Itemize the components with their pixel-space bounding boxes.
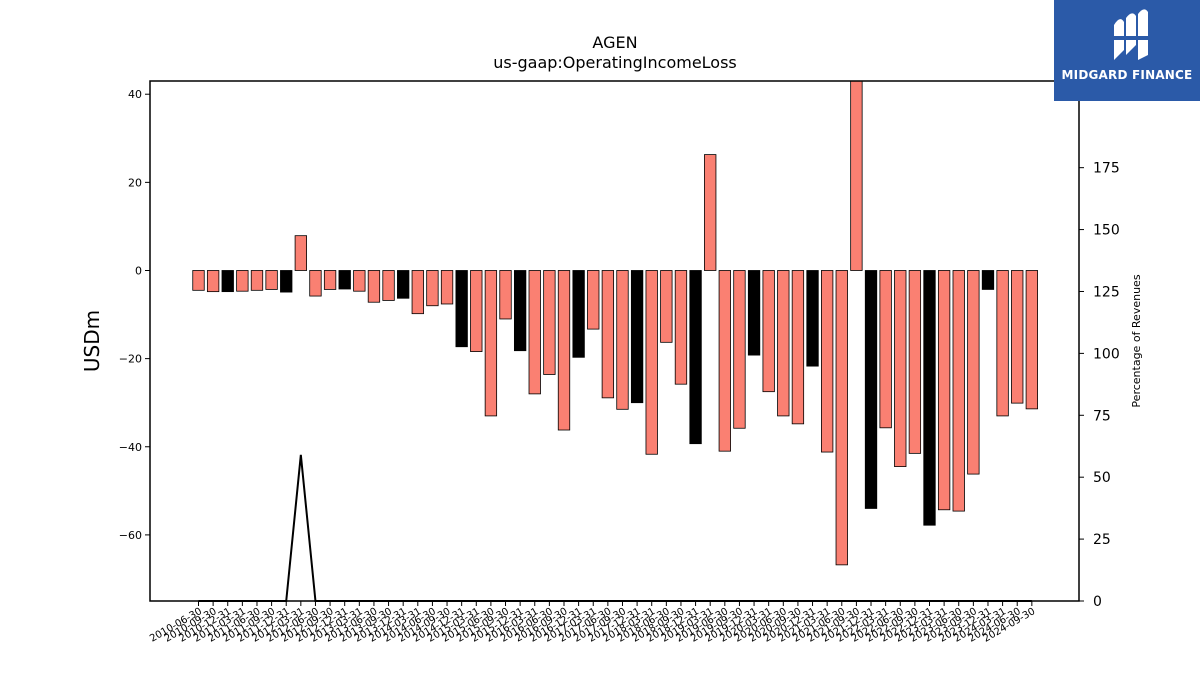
bar-2021-12-31	[864, 270, 878, 509]
bar-2017-06-30	[601, 270, 615, 399]
bar-2014-09-30	[440, 270, 454, 305]
bar-2015-03-31	[470, 270, 483, 352]
y2-axis-label: Percentage of Revenues	[1130, 274, 1143, 407]
bar-2012-03-31	[294, 235, 307, 271]
bar-2011-09-30	[265, 270, 278, 290]
bar-2018-03-31	[645, 270, 658, 455]
bar-2020-09-30	[791, 270, 805, 425]
bar-2023-03-31	[937, 270, 951, 511]
chart-subtitle: us-gaap:OperatingIncomeLoss	[493, 53, 737, 72]
bar-2011-12-31	[280, 270, 293, 293]
bar-2016-06-30	[543, 270, 556, 375]
bar-2021-06-30	[835, 270, 848, 566]
bar-2022-12-31	[923, 270, 936, 526]
bar-2022-09-30	[908, 270, 922, 454]
bar-2018-09-30	[674, 270, 688, 385]
bar-series	[192, 80, 1038, 566]
bar-2017-03-31	[587, 270, 600, 330]
bar-2012-06-30	[309, 270, 322, 297]
bar-2015-09-30	[499, 270, 512, 320]
bar-2022-03-31	[879, 270, 892, 429]
bar-2011-06-30	[250, 270, 264, 291]
y-axis-label: USDm	[80, 310, 104, 372]
midgard-logo-icon	[1112, 9, 1150, 61]
y-tick-label: −60	[119, 529, 142, 542]
bar-2016-09-30	[557, 270, 571, 431]
bar-2011-03-31	[236, 270, 249, 292]
bar-2013-03-31	[353, 270, 366, 292]
bar-2023-12-31	[981, 270, 995, 290]
bar-2015-06-30	[484, 270, 498, 417]
bar-2010-06-30	[192, 270, 205, 291]
y-tick-label: 0	[135, 264, 142, 277]
bar-2014-06-30	[426, 270, 439, 307]
chart-title: AGEN	[592, 33, 637, 52]
bar-2016-12-31	[572, 270, 585, 358]
y2-tick-label: 50	[1093, 470, 1111, 486]
y-tick-label: 40	[128, 88, 142, 101]
bar-2020-03-31	[762, 270, 775, 393]
bar-2015-12-31	[513, 270, 527, 352]
bar-2021-09-30	[850, 80, 863, 271]
y-tick-label: −40	[119, 441, 142, 454]
bar-2019-03-31	[704, 154, 717, 271]
bar-2019-09-30	[733, 270, 746, 429]
bar-2019-06-30	[718, 270, 731, 452]
bar-2024-09-30	[1025, 270, 1038, 410]
bar-2016-03-31	[528, 270, 541, 395]
bar-2018-12-31	[689, 270, 702, 445]
bar-2021-03-31	[821, 270, 834, 453]
bar-2010-12-31	[221, 270, 234, 293]
y2-tick-label: 75	[1093, 408, 1111, 424]
bar-2023-06-30	[952, 270, 965, 512]
bar-2010-09-30	[206, 270, 220, 293]
bar-2024-06-30	[1011, 270, 1024, 404]
y-tick-label: 20	[128, 176, 142, 189]
pct-revenues-series	[198, 454, 1032, 602]
bar-2013-09-30	[382, 270, 395, 301]
axes: −60−40−200204002550751001251501752010-06…	[119, 80, 1120, 645]
bar-2020-06-30	[777, 270, 790, 417]
bar-2024-03-31	[996, 270, 1009, 417]
y2-tick-label: 125	[1093, 284, 1120, 300]
bar-2017-12-31	[630, 270, 644, 404]
y2-tick-label: 100	[1093, 346, 1120, 362]
bar-2013-06-30	[367, 270, 381, 303]
bar-2012-12-31	[338, 270, 351, 290]
y-tick-label: −20	[119, 353, 142, 366]
y2-tick-label: 0	[1093, 594, 1102, 610]
bar-2017-09-30	[616, 270, 629, 410]
bar-2023-09-30	[967, 270, 980, 475]
pct-revenues-line	[198, 454, 1032, 602]
bar-2012-09-30	[323, 270, 337, 290]
bar-2020-12-31	[806, 270, 819, 367]
y2-tick-label: 150	[1093, 223, 1120, 239]
bar-2013-12-31	[397, 270, 410, 299]
y2-tick-label: 25	[1093, 532, 1111, 548]
bar-2014-12-31	[455, 270, 468, 348]
plot-frame	[149, 80, 1080, 602]
bar-2014-03-31	[411, 270, 424, 315]
brand-logo: MIDGARD FINANCE	[1054, 0, 1200, 101]
bar-2018-06-30	[660, 270, 673, 343]
bar-2022-06-30	[894, 270, 907, 467]
y2-tick-label: 175	[1093, 161, 1120, 177]
bar-2019-12-31	[747, 270, 761, 356]
brand-name: MIDGARD FINANCE	[1061, 68, 1193, 82]
